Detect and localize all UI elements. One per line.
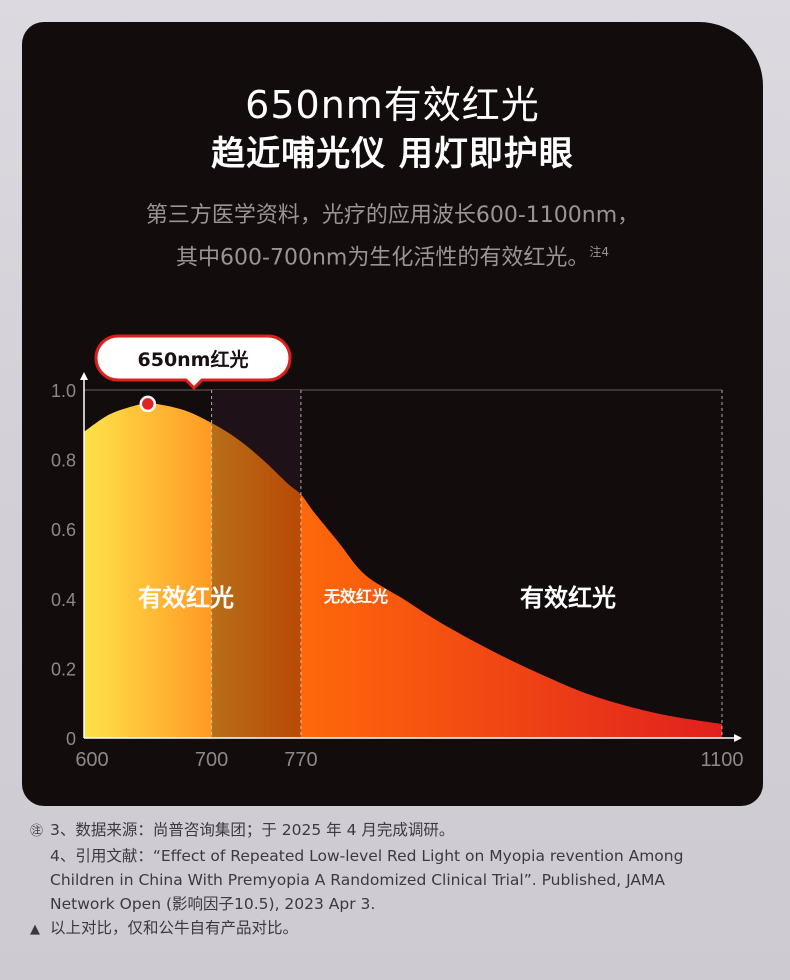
footnote-3-text: 3、数据来源：尚普咨询集团；于 2025 年 4 月完成调研。 <box>50 821 455 839</box>
y-tick-label: 0.8 <box>51 451 76 471</box>
footnote-warning: ▲ 以上对比，仅和公牛自有产品对比。 <box>30 916 750 942</box>
region-label: 有效红光 <box>520 584 616 612</box>
y-tick-label: 0.6 <box>51 520 76 540</box>
footnote-4-line-1: 4、引用文献：“Effect of Repeated Low-level Red… <box>50 847 684 865</box>
subheadline: 趋近哺光仪 用灯即护眼 <box>211 134 574 174</box>
footnote-4-line-2: Children in China With Premyopia A Rando… <box>50 871 665 889</box>
y-axis-arrow <box>80 372 88 380</box>
description-text: 其中600-700nm为生化活性的有效红光。 <box>176 245 590 271</box>
y-tick-label: 1.0 <box>51 381 76 401</box>
footnote-4-line-3: Network Open (影响因子10.5), 2023 Apr 3. <box>50 895 376 913</box>
warning-icon: ▲ <box>30 922 40 937</box>
callout-label: 650nm红光 <box>138 348 249 371</box>
highlight-point <box>139 395 157 413</box>
y-tick-label: 0.2 <box>51 659 76 679</box>
footnote-3: ㊟ 3、数据来源：尚普咨询集团；于 2025 年 4 月完成调研。 <box>30 818 750 844</box>
intensity-area <box>84 403 722 738</box>
description-line-1: 第三方医学资料，光疗的应用波长600-1100nm， <box>145 203 640 228</box>
y-tick-label: 0 <box>66 729 76 749</box>
note-icon: ㊟ <box>30 824 44 839</box>
x-axis-arrow <box>734 734 742 742</box>
note-reference: 注4 <box>589 245 609 259</box>
x-tick-label: 700 <box>195 749 228 771</box>
footnotes: ㊟ 3、数据来源：尚普咨询集团；于 2025 年 4 月完成调研。 4、引用文献：… <box>30 818 750 942</box>
y-tick-label: 0.4 <box>51 590 76 610</box>
callout-bubble <box>94 334 292 391</box>
x-tick-label: 770 <box>284 749 317 771</box>
headline: 650nm有效红光 <box>245 83 540 127</box>
warning-text: 以上对比，仅和公牛自有产品对比。 <box>50 919 299 937</box>
x-tick-label: 1100 <box>700 749 743 771</box>
x-tick-label: 600 <box>75 749 108 771</box>
description-line-2: 其中600-700nm为生化活性的有效红光。注4 <box>22 234 763 276</box>
band-overlay <box>211 390 301 738</box>
region-label: 有效红光 <box>138 584 234 612</box>
region-label: 无效红光 <box>323 587 388 606</box>
